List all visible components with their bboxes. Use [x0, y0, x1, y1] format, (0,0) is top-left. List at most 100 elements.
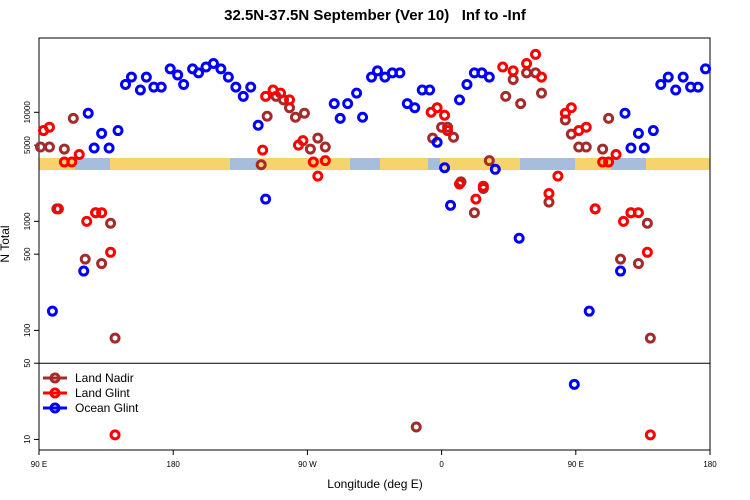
point [507, 73, 519, 85]
y-tick-label: 1000 [23, 212, 32, 230]
point [96, 127, 108, 139]
y-tick-label: 10 [23, 434, 32, 443]
point [105, 217, 117, 229]
point [105, 246, 117, 258]
point [52, 203, 64, 215]
point [439, 162, 451, 174]
point [583, 305, 595, 317]
point [445, 199, 457, 211]
point [261, 110, 273, 122]
point [521, 67, 533, 79]
legend-label: Land Nadir [75, 371, 134, 385]
point [81, 215, 93, 227]
y-tick-label: 50 [23, 358, 32, 367]
point [597, 143, 609, 155]
point [284, 94, 296, 106]
y-tick-label: 5000 [23, 136, 32, 154]
legend-marker [49, 402, 61, 414]
point [334, 112, 346, 124]
point [409, 102, 421, 114]
point [439, 109, 451, 121]
point [477, 180, 489, 192]
point [655, 78, 667, 90]
x-axis-label: Longitude (deg E) [327, 477, 422, 491]
point [164, 63, 176, 75]
point [193, 67, 205, 79]
point [638, 142, 650, 154]
point [552, 170, 564, 182]
point [507, 65, 519, 77]
point [371, 65, 383, 77]
point [641, 217, 653, 229]
y-tick-label: 10000 [23, 101, 32, 124]
point [632, 258, 644, 270]
point [500, 90, 512, 102]
point [603, 112, 615, 124]
point [476, 67, 488, 79]
point [559, 107, 571, 119]
point [73, 149, 85, 161]
point [453, 178, 465, 190]
point [222, 71, 234, 83]
point [342, 98, 354, 110]
point [521, 58, 533, 70]
point [260, 193, 272, 205]
point [260, 90, 272, 102]
point [515, 98, 527, 110]
point [79, 253, 91, 265]
point [610, 149, 622, 161]
point [700, 63, 712, 75]
point [603, 156, 615, 168]
legend-marker [49, 372, 61, 384]
point [692, 81, 704, 93]
point [351, 87, 363, 99]
plot-frame [38, 37, 711, 451]
y-axis-label: N Total [0, 225, 12, 262]
x-tick-label: 180 [703, 460, 717, 469]
point [618, 215, 630, 227]
point [298, 107, 310, 119]
map-strip [39, 158, 710, 170]
point [215, 63, 227, 75]
y-tick-label: 500 [23, 247, 32, 261]
point [88, 142, 100, 154]
point [43, 121, 55, 133]
point [112, 125, 124, 137]
point [96, 207, 108, 219]
point [461, 78, 473, 90]
point [448, 131, 460, 143]
point [442, 125, 454, 137]
point [252, 119, 264, 131]
point [109, 332, 121, 344]
chart-title: 32.5N-37.5N September (Ver 10) Inf to -I… [224, 7, 527, 24]
point [125, 71, 137, 83]
point [615, 253, 627, 265]
point [543, 196, 555, 208]
point [497, 61, 509, 73]
point [109, 429, 121, 441]
point [275, 87, 287, 99]
point [580, 121, 592, 133]
point [410, 421, 422, 433]
point [46, 305, 58, 317]
point [424, 84, 436, 96]
x-tick-label: 90 E [568, 460, 584, 469]
point [155, 81, 167, 93]
point [34, 141, 46, 153]
point [625, 142, 637, 154]
x-tick-label: 90 E [31, 460, 47, 469]
x-tick-label: 0 [439, 460, 444, 469]
point [307, 156, 319, 168]
point [319, 141, 331, 153]
point [178, 78, 190, 90]
point [662, 71, 674, 83]
point [312, 132, 324, 144]
point [615, 265, 627, 277]
point [641, 246, 653, 258]
point [140, 71, 152, 83]
point [207, 58, 219, 70]
point [644, 429, 656, 441]
point [431, 136, 443, 148]
point [304, 143, 316, 155]
